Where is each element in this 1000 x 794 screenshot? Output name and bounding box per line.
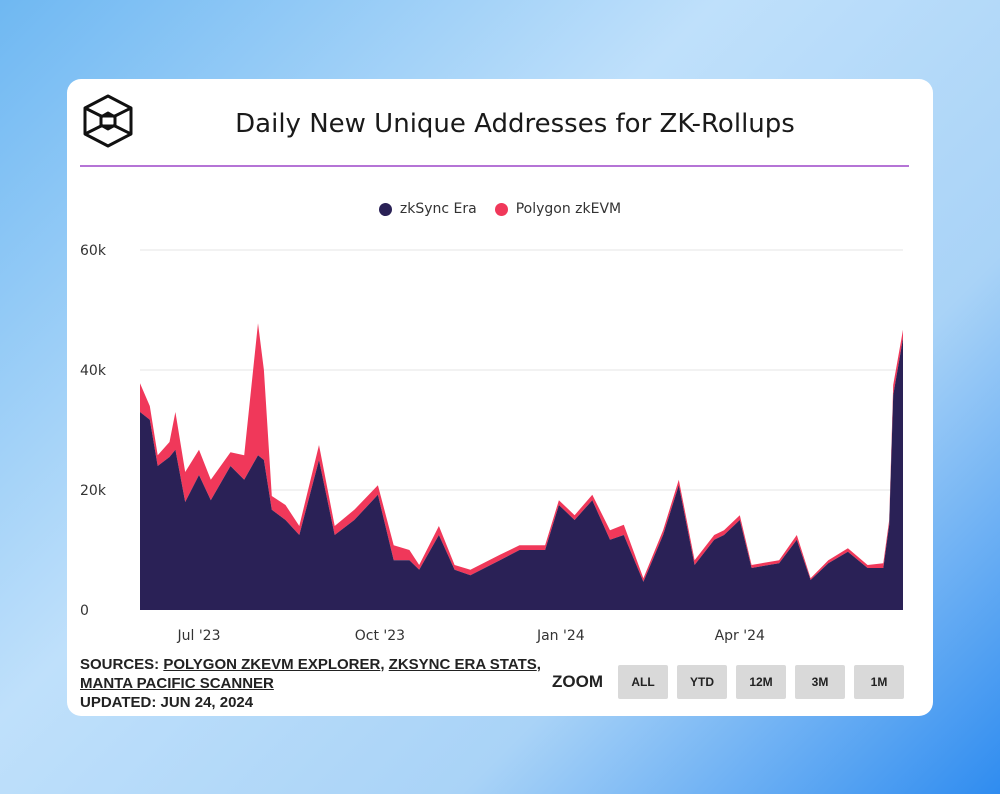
separator: ,	[536, 656, 541, 673]
legend-label: zkSync Era	[399, 201, 477, 217]
legend-label: Polygon zkEVM	[515, 201, 622, 217]
zoom-12m-button[interactable]: 12M	[736, 665, 786, 699]
zoom-1m-button[interactable]: 1M	[854, 665, 904, 699]
legend: zkSync Era Polygon zkEVM	[67, 201, 933, 217]
sources-label: SOURCES:	[80, 656, 164, 673]
legend-marker	[378, 202, 392, 216]
series-area-zksync-era	[140, 338, 903, 610]
chart-card: Daily New Unique Addresses for ZK-Rollup…	[67, 79, 933, 716]
x-tick-label: Oct '23	[355, 628, 405, 644]
title-divider	[80, 165, 909, 167]
y-tick-label: 20k	[80, 483, 107, 499]
zoom-ytd-button[interactable]: YTD	[677, 665, 727, 699]
x-tick-label: Jul '23	[176, 628, 220, 644]
legend-marker	[494, 202, 508, 216]
x-tick-label: Jan '24	[536, 628, 585, 644]
separator: ,	[380, 656, 389, 673]
y-tick-label: 60k	[80, 243, 107, 259]
x-tick-label: Apr '24	[715, 628, 765, 644]
source-link-manta[interactable]: MANTA PACIFIC SCANNER	[80, 675, 274, 692]
legend-item-zksync[interactable]: zkSync Era	[378, 201, 477, 217]
legend-item-polygon[interactable]: Polygon zkEVM	[494, 201, 622, 217]
y-tick-label: 0	[80, 603, 89, 619]
source-link-zksync[interactable]: ZKSYNC ERA STATS	[388, 656, 537, 673]
zoom-3m-button[interactable]: 3M	[795, 665, 845, 699]
logo-cube-icon	[83, 94, 133, 148]
zoom-label: ZOOM	[552, 672, 603, 691]
updated-date: UPDATED: JUN 24, 2024	[80, 694, 254, 711]
source-link-polygon[interactable]: POLYGON ZKEVM EXPLORER	[163, 656, 381, 673]
area-chart: 0 20k 40k 60k Jul '23 Oct '23 Jan '24 Apr '24	[80, 243, 903, 644]
zoom-all-button[interactable]: ALL	[618, 665, 668, 699]
y-tick-label: 40k	[80, 363, 107, 379]
chart-title: Daily New Unique Addresses for ZK-Rollup…	[235, 109, 795, 139]
sources-footer: SOURCES: POLYGON ZKEVM EXPLORER, ZKSYNC …	[80, 655, 541, 712]
zoom-controls: ZOOM ALL YTD 12M 3M 1M	[552, 665, 904, 699]
